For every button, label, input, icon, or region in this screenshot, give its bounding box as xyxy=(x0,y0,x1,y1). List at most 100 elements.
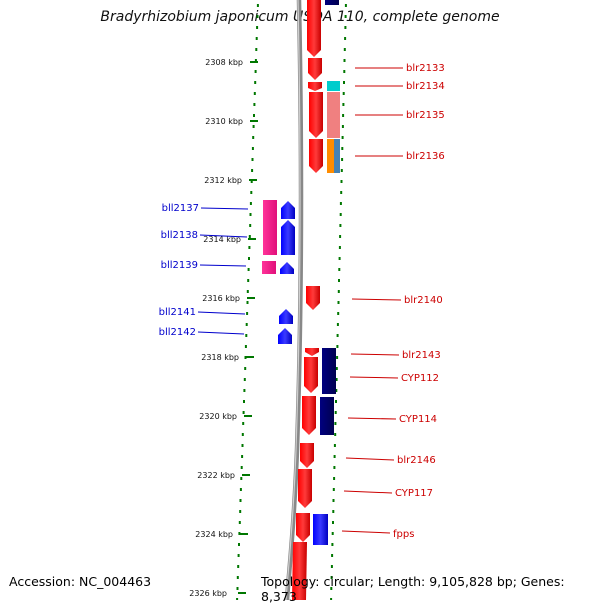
kbp-mark: 2310 kbp xyxy=(205,117,258,126)
gene-label[interactable]: blr2143 xyxy=(402,350,441,361)
kbp-label: 2312 kbp xyxy=(204,176,242,185)
track-dot xyxy=(254,59,257,62)
gene-arrow[interactable] xyxy=(302,396,316,435)
track-dot xyxy=(340,169,343,172)
gene-arrow[interactable] xyxy=(308,82,322,91)
accession-text: Accession: NC_004463 xyxy=(9,574,152,589)
gene-arrow[interactable] xyxy=(278,328,292,344)
track-dot xyxy=(253,92,256,95)
gene-label[interactable]: blr2146 xyxy=(397,455,436,466)
track-dot xyxy=(333,466,336,469)
track-dot xyxy=(248,235,251,238)
track-dot xyxy=(240,466,243,469)
track-dot xyxy=(330,576,333,579)
feature-block[interactable] xyxy=(322,348,336,394)
kbp-label: 2324 kbp xyxy=(195,530,233,539)
kbp-label: 2310 kbp xyxy=(205,117,243,126)
gene-arrow[interactable] xyxy=(304,357,318,393)
left-gene-labels: bll2137 bll2138 bll2139 bll2141 bll2142 xyxy=(159,203,249,338)
gene-arrow[interactable] xyxy=(306,286,320,310)
track-dot xyxy=(248,257,250,260)
track-dot xyxy=(247,268,250,271)
track-dot xyxy=(338,246,341,249)
track-dot xyxy=(242,422,245,425)
gene-label[interactable]: bll2139 xyxy=(161,260,198,271)
kbp-mark: 2320 kbp xyxy=(199,412,252,421)
gene-arrow[interactable] xyxy=(292,542,307,600)
track-dot xyxy=(334,422,337,425)
track-dot xyxy=(238,543,240,546)
track-dot xyxy=(244,356,247,359)
track-dot xyxy=(236,587,239,590)
kbp-mark: 2324 kbp xyxy=(195,530,248,539)
feature-block[interactable] xyxy=(327,139,334,173)
gene-arrow[interactable] xyxy=(281,220,295,255)
gene-arrow[interactable] xyxy=(298,469,312,508)
track-dot xyxy=(332,488,335,491)
gene-label[interactable]: bll2141 xyxy=(159,307,196,318)
track-dot xyxy=(333,455,336,458)
gene-label[interactable]: bll2142 xyxy=(159,327,196,338)
track-dot xyxy=(335,367,338,370)
track-dot xyxy=(337,301,340,304)
gene-label[interactable]: CYP117 xyxy=(395,488,433,499)
feature-track-right xyxy=(313,0,340,545)
track-dot xyxy=(239,488,242,491)
feature-block[interactable] xyxy=(327,92,340,138)
gene-label[interactable]: blr2134 xyxy=(406,81,445,92)
kbp-label: 2320 kbp xyxy=(199,412,237,421)
feature-block[interactable] xyxy=(263,200,277,255)
track-dot xyxy=(245,323,248,326)
track-dot xyxy=(344,15,347,18)
track-dot xyxy=(343,59,346,62)
gene-arrow[interactable] xyxy=(279,309,293,324)
gene-label[interactable]: blr2136 xyxy=(406,151,445,162)
kbp-label: 2314 kbp xyxy=(203,235,241,244)
gene-arrow[interactable] xyxy=(305,348,319,356)
gene-arrow[interactable] xyxy=(281,201,295,219)
track-dot xyxy=(245,334,248,337)
track-dot xyxy=(340,191,343,194)
gene-arrow[interactable] xyxy=(296,513,310,542)
gene-label[interactable]: blr2133 xyxy=(406,63,445,74)
track-dot xyxy=(337,312,340,315)
track-dot xyxy=(249,202,252,205)
feature-block[interactable] xyxy=(334,139,340,173)
kbp-label: 2308 kbp xyxy=(205,58,243,67)
track-dot xyxy=(249,213,252,216)
track-dot xyxy=(336,356,339,359)
track-dot xyxy=(332,510,335,513)
feature-block[interactable] xyxy=(320,397,334,435)
gene-label[interactable]: fpps xyxy=(393,529,414,540)
gene-arrow[interactable] xyxy=(280,262,294,274)
gene-label[interactable]: blr2140 xyxy=(404,295,443,306)
track-dot xyxy=(249,224,252,227)
track-dot xyxy=(253,114,255,117)
track-dot xyxy=(241,455,244,458)
feature-block[interactable] xyxy=(327,81,340,91)
gene-label[interactable]: CYP114 xyxy=(399,414,437,425)
kbp-mark: 2314 kbp xyxy=(203,235,256,244)
gene-arrow[interactable] xyxy=(309,92,323,138)
track-dot xyxy=(243,400,245,403)
track-dot xyxy=(241,433,244,436)
track-dot xyxy=(331,532,334,535)
gene-arrow[interactable] xyxy=(300,443,314,468)
track-dot xyxy=(240,477,243,480)
feature-block[interactable] xyxy=(262,261,276,274)
track-dot xyxy=(256,15,259,18)
gene-label[interactable]: CYP112 xyxy=(401,373,439,384)
gene-label[interactable]: bll2137 xyxy=(162,203,199,214)
feature-block[interactable] xyxy=(325,0,339,5)
gene-arrow[interactable] xyxy=(309,139,323,173)
track-dot xyxy=(336,323,339,326)
track-dot xyxy=(256,4,259,7)
track-dot xyxy=(251,158,254,161)
gene-label[interactable]: bll2138 xyxy=(161,230,198,241)
feature-block[interactable] xyxy=(313,514,328,545)
gene-arrow[interactable] xyxy=(308,58,322,80)
gene-label[interactable]: blr2135 xyxy=(406,110,445,121)
gene-arrow[interactable] xyxy=(307,0,321,57)
track-dot xyxy=(252,125,255,128)
